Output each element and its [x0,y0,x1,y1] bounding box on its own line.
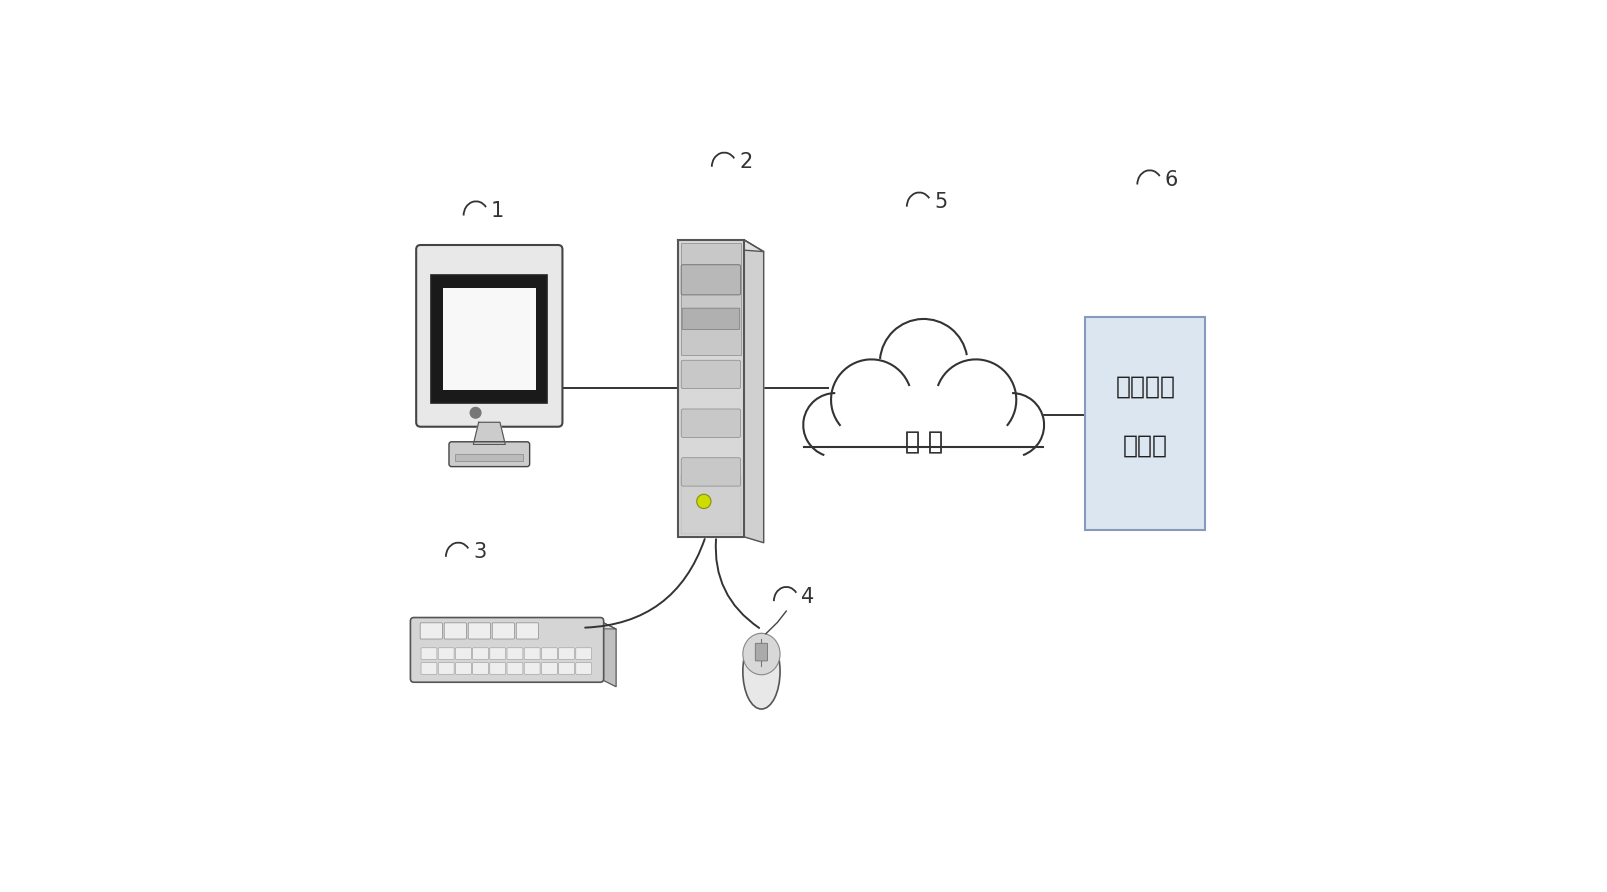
FancyBboxPatch shape [421,648,437,659]
FancyBboxPatch shape [542,663,558,674]
FancyBboxPatch shape [681,360,741,389]
FancyBboxPatch shape [444,623,466,639]
FancyBboxPatch shape [472,663,489,674]
FancyBboxPatch shape [681,409,741,437]
Circle shape [831,359,911,441]
FancyBboxPatch shape [681,265,741,295]
FancyBboxPatch shape [575,663,591,674]
Polygon shape [744,240,763,542]
Circle shape [696,494,710,508]
Text: 分布式控: 分布式控 [1115,375,1175,399]
Circle shape [804,393,866,457]
FancyBboxPatch shape [558,663,574,674]
FancyBboxPatch shape [455,648,471,659]
Circle shape [469,408,480,418]
FancyBboxPatch shape [524,648,540,659]
Text: 4: 4 [800,587,815,607]
FancyBboxPatch shape [468,623,490,639]
Text: 网 络: 网 络 [905,430,942,453]
FancyBboxPatch shape [506,648,522,659]
FancyBboxPatch shape [558,648,574,659]
FancyBboxPatch shape [490,663,505,674]
Text: 制系统: 制系统 [1122,434,1167,458]
FancyBboxPatch shape [677,240,744,537]
Text: 2: 2 [739,153,752,172]
FancyBboxPatch shape [431,276,546,403]
Circle shape [935,359,1016,441]
FancyBboxPatch shape [492,623,514,639]
FancyBboxPatch shape [490,648,505,659]
Polygon shape [599,621,615,687]
FancyBboxPatch shape [681,308,739,329]
Circle shape [879,319,967,407]
FancyBboxPatch shape [472,648,489,659]
FancyBboxPatch shape [524,663,540,674]
Polygon shape [472,422,505,444]
FancyBboxPatch shape [542,648,558,659]
FancyBboxPatch shape [448,442,529,467]
FancyBboxPatch shape [516,623,538,639]
FancyBboxPatch shape [575,648,591,659]
FancyBboxPatch shape [455,663,471,674]
FancyBboxPatch shape [439,648,453,659]
FancyBboxPatch shape [439,663,453,674]
FancyBboxPatch shape [804,405,1043,447]
Ellipse shape [742,633,779,709]
FancyBboxPatch shape [421,663,437,674]
FancyBboxPatch shape [1085,318,1204,530]
Text: 5: 5 [934,193,947,212]
FancyBboxPatch shape [410,617,603,682]
FancyBboxPatch shape [681,475,741,534]
FancyBboxPatch shape [755,643,767,661]
FancyBboxPatch shape [419,623,442,639]
FancyBboxPatch shape [506,663,522,674]
Circle shape [980,393,1043,457]
FancyBboxPatch shape [444,288,535,391]
Text: 6: 6 [1163,170,1178,190]
Text: 1: 1 [490,201,505,221]
FancyBboxPatch shape [681,243,741,355]
FancyArrowPatch shape [585,539,704,628]
Ellipse shape [742,633,779,674]
FancyArrowPatch shape [715,539,759,628]
Text: 网 络: 网 络 [905,430,942,453]
FancyBboxPatch shape [455,454,524,461]
Polygon shape [413,621,615,629]
FancyBboxPatch shape [681,458,741,486]
FancyBboxPatch shape [416,245,562,426]
Polygon shape [677,240,763,252]
Text: 3: 3 [472,542,487,562]
